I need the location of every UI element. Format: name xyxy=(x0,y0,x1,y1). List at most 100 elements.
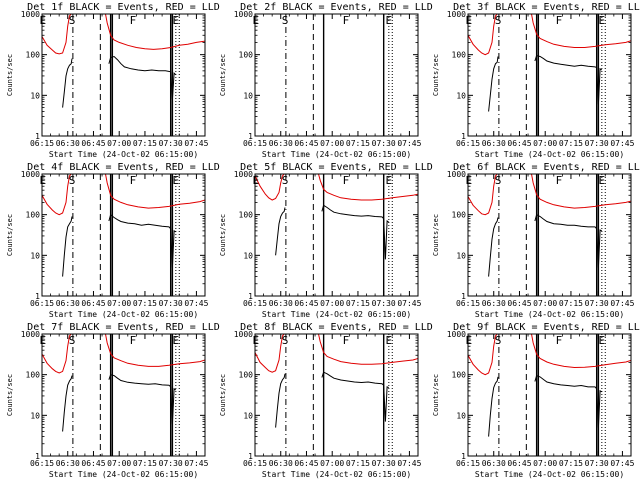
interval-marker-label: E xyxy=(173,334,180,347)
interval-marker-label: S xyxy=(495,14,502,27)
x-tick-label: 07:30 xyxy=(585,459,609,468)
series-line-events xyxy=(534,374,603,428)
interval-marker-label: F xyxy=(343,334,350,347)
plot-area xyxy=(42,174,205,296)
y-tick-label: 100 xyxy=(452,51,467,60)
interval-marker-label: F xyxy=(130,14,137,27)
x-tick-label: 07:45 xyxy=(610,139,634,148)
chart-panel-3: Det 3f BLACK = Events, RED = LLD Counts/s… xyxy=(432,2,640,159)
interval-marker-label: F xyxy=(343,174,350,187)
chart-title: Det 6f BLACK = Events, RED = LLD xyxy=(453,162,640,173)
y-tick-label: 1 xyxy=(248,132,253,141)
y-tick-label: 10 xyxy=(456,91,466,100)
y-tick-label: 1 xyxy=(461,132,466,141)
x-tick-label: 07:15 xyxy=(133,459,157,468)
interval-marker-label: S xyxy=(69,174,76,187)
chart-title: Det 4f BLACK = Events, RED = LLD xyxy=(27,162,220,173)
x-tick-label: 07:00 xyxy=(533,459,557,468)
x-tick-label: 07:15 xyxy=(133,299,157,308)
x-tick-label: 07:15 xyxy=(559,459,583,468)
y-tick-label: 100 xyxy=(26,51,41,60)
x-tick-label: 06:30 xyxy=(269,459,293,468)
x-axis-label: Start Time (24-Oct-02 06:15:00) xyxy=(475,470,624,479)
series-line-events xyxy=(275,207,286,256)
y-tick-label: 1000 xyxy=(21,170,40,179)
x-tick-label: 07:45 xyxy=(184,299,208,308)
interval-marker-label: E xyxy=(253,14,260,27)
series-line-events xyxy=(488,217,499,277)
x-tick-label: 06:30 xyxy=(56,139,80,148)
y-tick-label: 100 xyxy=(239,211,254,220)
x-tick-label: 07:15 xyxy=(559,139,583,148)
interval-marker-label: S xyxy=(282,174,289,187)
y-tick-label: 1 xyxy=(461,452,466,461)
y-tick-label: 1 xyxy=(35,452,40,461)
series-line-lld xyxy=(42,14,72,55)
x-tick-label: 07:00 xyxy=(533,299,557,308)
series-line-events xyxy=(321,204,390,260)
series-line-lld xyxy=(318,334,418,365)
x-tick-label: 06:45 xyxy=(507,299,531,308)
chart-title: Det 3f BLACK = Events, RED = LLD xyxy=(453,2,640,13)
plot-frame xyxy=(41,173,206,297)
plot-area xyxy=(42,14,205,136)
y-axis-label: Counts/sec xyxy=(6,54,14,96)
series-line-lld xyxy=(531,14,631,48)
x-tick-label: 06:15 xyxy=(456,459,480,468)
series-line-events xyxy=(488,376,499,437)
y-tick-label: 10 xyxy=(243,251,253,260)
chart-panel-1: Det 1f BLACK = Events, RED = LLD Counts/s… xyxy=(6,2,220,159)
y-axis-label: Counts/sec xyxy=(6,214,14,256)
y-tick-label: 1000 xyxy=(21,330,40,339)
interval-marker-label: E xyxy=(599,174,606,187)
chart-title: Det 2f BLACK = Events, RED = LLD xyxy=(240,2,433,13)
x-tick-label: 07:00 xyxy=(320,139,344,148)
x-tick-label: 07:30 xyxy=(585,139,609,148)
x-tick-label: 07:30 xyxy=(372,459,396,468)
x-tick-label: 06:30 xyxy=(482,139,506,148)
interval-marker-label: E xyxy=(253,174,260,187)
chart-title: Det 5f BLACK = Events, RED = LLD xyxy=(240,162,433,173)
plot-frame xyxy=(467,333,632,457)
chart-panel-5: Det 5f BLACK = Events, RED = LLD Counts/s… xyxy=(219,162,433,319)
y-axis-label: Counts/sec xyxy=(219,54,227,96)
x-tick-label: 06:45 xyxy=(81,299,105,308)
x-tick-label: 06:30 xyxy=(56,299,80,308)
y-tick-label: 1000 xyxy=(447,10,466,19)
interval-marker-label: E xyxy=(40,14,47,27)
x-tick-label: 06:15 xyxy=(30,299,54,308)
series-line-lld xyxy=(531,334,631,369)
interval-marker-label: E xyxy=(40,174,47,187)
interval-marker-label: E xyxy=(253,334,260,347)
series-line-events xyxy=(108,374,177,425)
y-tick-label: 10 xyxy=(243,91,253,100)
plot-frame xyxy=(467,13,632,137)
series-line-events xyxy=(321,371,389,422)
x-tick-label: 07:00 xyxy=(320,299,344,308)
y-tick-label: 1 xyxy=(248,452,253,461)
x-tick-label: 06:15 xyxy=(456,299,480,308)
chart-panel-8: Det 8f BLACK = Events, RED = LLD Counts/s… xyxy=(219,322,433,479)
y-tick-label: 10 xyxy=(30,251,40,260)
x-tick-label: 06:30 xyxy=(482,299,506,308)
x-tick-label: 06:45 xyxy=(294,139,318,148)
plot-area xyxy=(255,14,418,136)
y-tick-label: 1 xyxy=(35,132,40,141)
x-tick-label: 06:15 xyxy=(30,139,54,148)
interval-marker-label: F xyxy=(343,14,350,27)
interval-marker-label: E xyxy=(599,334,606,347)
interval-marker-label: S xyxy=(69,14,76,27)
series-line-events xyxy=(62,58,73,108)
series-line-lld xyxy=(468,174,498,216)
y-tick-label: 1000 xyxy=(447,170,466,179)
x-tick-label: 06:45 xyxy=(507,459,531,468)
series-line-events xyxy=(534,54,603,105)
interval-marker-label: F xyxy=(130,334,137,347)
chart-title: Det 9f BLACK = Events, RED = LLD xyxy=(453,322,640,333)
chart-panel-4: Det 4f BLACK = Events, RED = LLD Counts/s… xyxy=(6,162,220,319)
y-tick-label: 1 xyxy=(35,292,40,301)
y-tick-label: 1000 xyxy=(447,330,466,339)
chart-panel-6: Det 6f BLACK = Events, RED = LLD Counts/s… xyxy=(432,162,640,319)
plot-area xyxy=(255,174,418,296)
